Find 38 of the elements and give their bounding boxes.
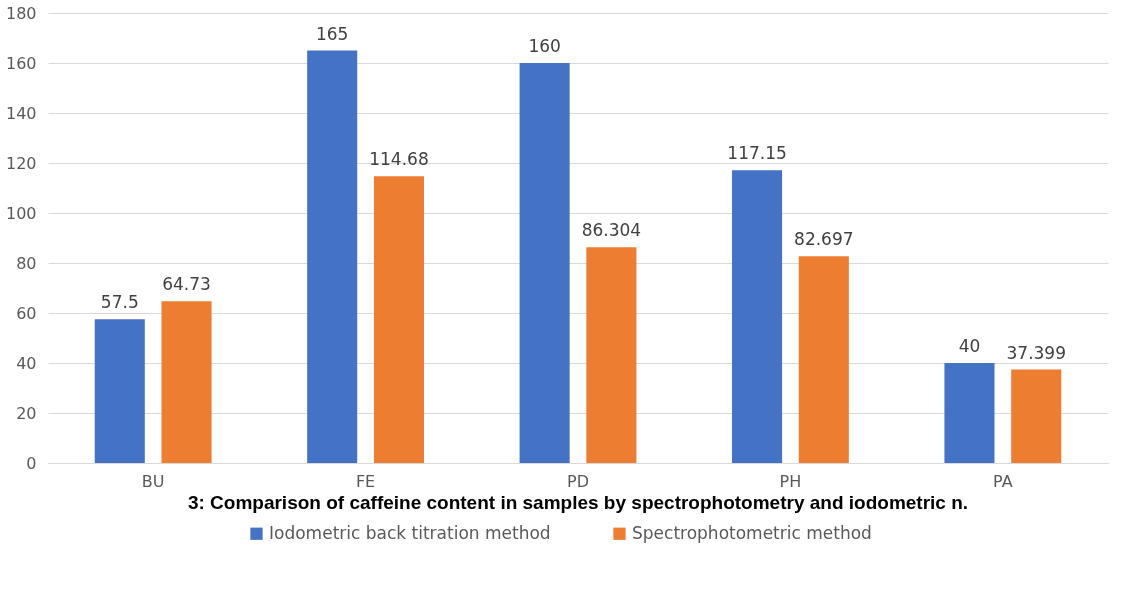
- bar: [798, 256, 849, 463]
- bar: [732, 170, 783, 463]
- bar: [944, 363, 995, 463]
- legend-label: Spectrophotometric method: [632, 522, 872, 543]
- bar: [1011, 369, 1062, 463]
- bar: [519, 63, 570, 463]
- y-tick-label: 0: [26, 453, 37, 473]
- y-tick-label: 80: [16, 253, 37, 273]
- data-label: 40: [958, 336, 981, 356]
- x-tick-label: PD: [567, 471, 589, 491]
- bar: [161, 301, 212, 463]
- bar: [586, 247, 637, 463]
- data-label: 117.15: [727, 143, 787, 164]
- y-tick-label: 40: [16, 353, 37, 373]
- y-tick-label: 180: [5, 3, 37, 23]
- data-label: 165: [315, 23, 349, 44]
- data-label: 86.304: [581, 220, 642, 241]
- y-tick-label: 160: [5, 53, 37, 73]
- x-tick-label: BU: [141, 471, 165, 491]
- bar: [373, 176, 424, 463]
- x-tick-label: PA: [993, 471, 1013, 491]
- y-tick-label: 120: [5, 153, 37, 173]
- x-tick-label: PH: [779, 471, 802, 491]
- data-label: 37.399: [1006, 342, 1066, 363]
- bar: [307, 50, 358, 463]
- legend-label: Iodometric back titration method: [269, 522, 551, 543]
- y-tick-label: 60: [16, 303, 37, 323]
- y-tick-label: 100: [5, 203, 37, 223]
- data-label: 160: [528, 36, 561, 56]
- data-label: 114.68: [369, 149, 429, 170]
- y-tick-label: 20: [16, 403, 37, 423]
- bar: [94, 319, 145, 463]
- data-label: 64.73: [162, 274, 211, 295]
- data-label: 82.697: [794, 229, 854, 250]
- data-label: 57.5: [100, 292, 139, 313]
- y-tick-label: 140: [5, 103, 37, 123]
- x-tick-label: FE: [355, 471, 376, 491]
- text: 3: Comparison of caffeine content in samples by spectrophotometry and iodometric n.: [187, 492, 969, 513]
